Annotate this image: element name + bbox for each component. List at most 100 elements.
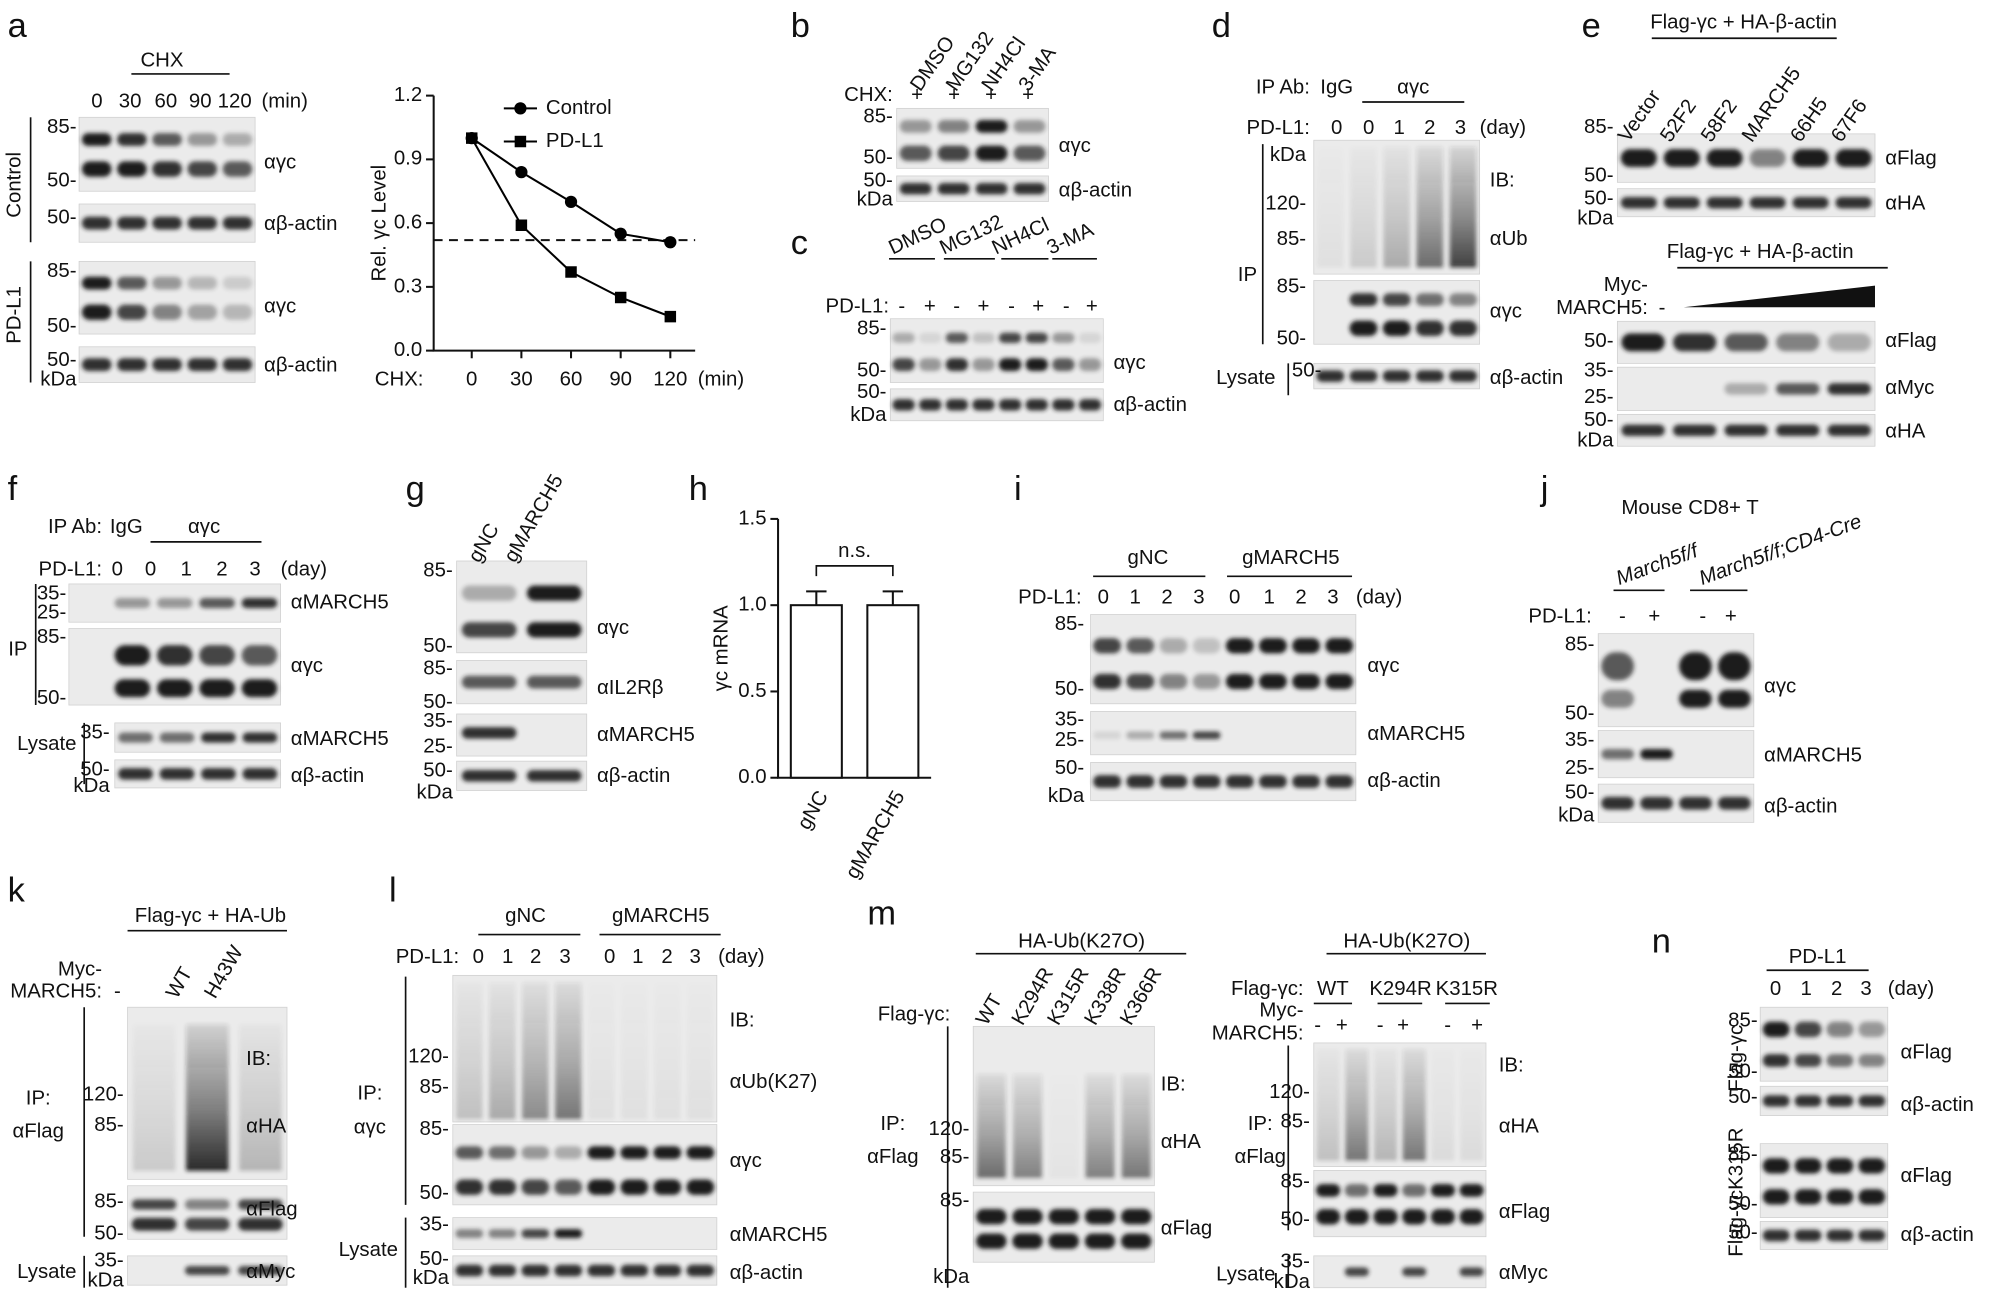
- legend-marker: [514, 135, 527, 148]
- label: WT: [1317, 978, 1349, 1000]
- band: [488, 1229, 517, 1239]
- label: 0: [604, 946, 615, 968]
- label: kDa: [1048, 785, 1085, 807]
- band: [1663, 149, 1700, 168]
- label: 50-: [423, 635, 452, 657]
- band: [620, 1146, 649, 1160]
- label: Lysate: [17, 1261, 76, 1283]
- x-tick-label: gMARCH5: [842, 787, 910, 882]
- band: [975, 182, 1008, 195]
- band: [1402, 1267, 1427, 1277]
- label: K315R: [1436, 978, 1498, 1000]
- label: αβ-actin: [1490, 367, 1563, 389]
- band: [1459, 1183, 1484, 1197]
- band: [919, 332, 942, 343]
- label: αMARCH5: [1764, 744, 1862, 766]
- label: IB:: [1490, 169, 1515, 191]
- x-tick-label: 30: [510, 368, 533, 390]
- label: 1: [1800, 978, 1811, 1000]
- label: 85-: [94, 1114, 123, 1136]
- label: -: [953, 296, 960, 318]
- band: [1724, 333, 1768, 352]
- series-line: [470, 137, 671, 318]
- band: [1724, 383, 1768, 395]
- label: kDa: [417, 781, 454, 803]
- label: 0: [1098, 586, 1109, 608]
- band: [1025, 358, 1048, 372]
- band: [892, 358, 915, 372]
- band: [587, 1146, 616, 1160]
- band: [1344, 1183, 1369, 1197]
- label: 3: [1327, 586, 1338, 608]
- band: [1402, 1209, 1427, 1225]
- label: αMARCH5: [597, 724, 695, 746]
- band: [241, 597, 278, 609]
- band: [455, 1229, 484, 1239]
- band: [1192, 731, 1221, 740]
- band: [972, 358, 995, 372]
- label: -: [1008, 296, 1015, 318]
- label: αβ-actin: [1901, 1094, 1974, 1116]
- label: Flag-γc:: [1231, 978, 1304, 1000]
- band: [653, 1146, 682, 1160]
- label: +: [1648, 605, 1660, 627]
- label: PD-L1:: [1528, 605, 1591, 627]
- label: Flag-γc:: [878, 1003, 951, 1025]
- label: WT: [162, 964, 197, 1002]
- label: 85-: [1277, 275, 1306, 297]
- band: [1620, 196, 1657, 209]
- label: αIL2Rβ: [597, 677, 664, 699]
- label: αγc: [291, 655, 323, 677]
- blot: [1759, 1006, 1889, 1082]
- label: αHA: [246, 1115, 287, 1137]
- band: [521, 1146, 550, 1160]
- label: 50-: [1055, 678, 1084, 700]
- panel-label: h: [689, 470, 708, 508]
- label: 25-: [37, 602, 66, 624]
- band: [242, 732, 278, 743]
- panel-label: n: [1652, 923, 1671, 961]
- label: αβ-actin: [1059, 180, 1132, 202]
- label: 3: [689, 946, 700, 968]
- data-point: [664, 310, 677, 323]
- label: 50-: [419, 1248, 448, 1270]
- band: [1826, 1021, 1854, 1038]
- band: [554, 1229, 583, 1239]
- band: [521, 1179, 550, 1195]
- band: [1858, 1054, 1886, 1067]
- x-tick-label: 90: [609, 368, 632, 390]
- label: IB:: [1161, 1073, 1186, 1095]
- band: [1762, 1158, 1790, 1174]
- band: [1325, 775, 1354, 788]
- band: [1601, 652, 1635, 681]
- band: [152, 358, 182, 372]
- band: [455, 1264, 484, 1277]
- legend-label: PD-L1: [546, 130, 604, 152]
- label: gMARCH5: [500, 471, 568, 566]
- band: [81, 304, 112, 320]
- label: -: [1699, 605, 1706, 627]
- label: +: [911, 84, 923, 106]
- smear: [654, 982, 681, 1120]
- label: 1: [1263, 586, 1274, 608]
- label: 120-: [83, 1084, 124, 1106]
- label: 3: [1193, 586, 1204, 608]
- band: [1749, 196, 1786, 209]
- label: Flag-γc + HA-Ub: [135, 905, 286, 927]
- band: [1620, 149, 1657, 168]
- band: [461, 622, 517, 638]
- bar: [866, 604, 920, 779]
- label: 0: [1363, 117, 1374, 139]
- band: [1078, 332, 1102, 343]
- band: [187, 216, 218, 230]
- smear: [522, 982, 549, 1120]
- band: [1126, 638, 1155, 654]
- band: [1078, 399, 1102, 411]
- label: 35-: [1584, 359, 1613, 381]
- label: MARCH5:: [10, 980, 102, 1002]
- label: 2: [1424, 117, 1435, 139]
- smear: [456, 982, 483, 1120]
- label: +: [985, 84, 997, 106]
- label: 85-: [423, 560, 452, 582]
- label: 35-: [1055, 709, 1084, 731]
